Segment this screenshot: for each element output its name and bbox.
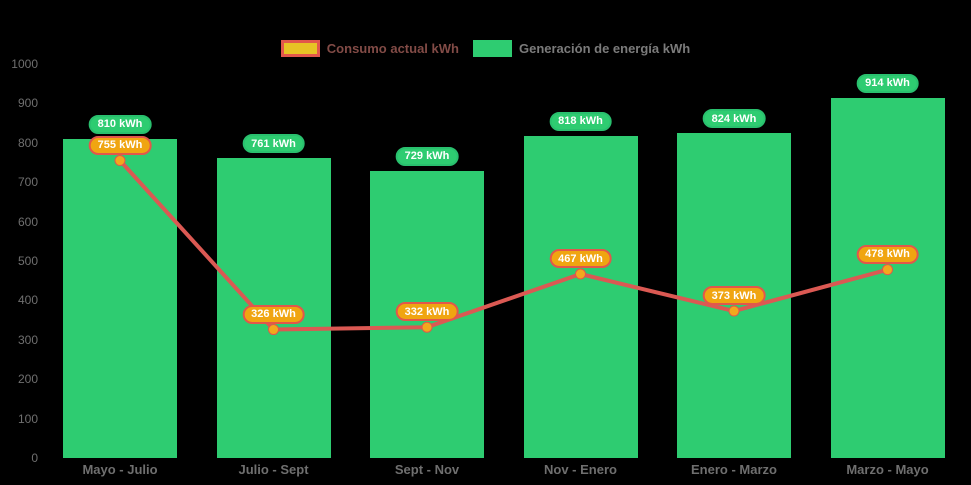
line-value-label: 373 kWh bbox=[702, 286, 766, 306]
line-point[interactable] bbox=[421, 321, 433, 333]
legend-item-consumption[interactable]: Consumo actual kWh bbox=[280, 40, 459, 57]
x-axis-label: Julio - Sept bbox=[238, 462, 309, 477]
line-value-label: 326 kWh bbox=[242, 304, 305, 324]
x-axis-label: Nov - Enero bbox=[544, 462, 617, 477]
line-point[interactable] bbox=[882, 264, 893, 276]
consumption-swatch-icon bbox=[280, 40, 320, 57]
x-axis-label: Mayo - Julio bbox=[82, 462, 158, 477]
bar-generation[interactable] bbox=[830, 97, 945, 458]
y-axis-tick: 900 bbox=[17, 96, 38, 111]
line-point[interactable] bbox=[728, 305, 740, 317]
bar-value-label: 914 kWh bbox=[856, 73, 919, 93]
y-axis-tick: 300 bbox=[17, 332, 38, 347]
line-point[interactable] bbox=[575, 268, 586, 280]
y-axis-tick: 1000 bbox=[11, 57, 38, 71]
y-axis-tick: 500 bbox=[17, 254, 38, 268]
legend-item-generation[interactable]: Generación de energía kWh bbox=[472, 40, 691, 57]
y-axis-tick: 200 bbox=[17, 372, 38, 387]
x-axis-label: Enero - Marzo bbox=[691, 462, 777, 477]
x-axis-label: Sept - Nov bbox=[394, 462, 460, 477]
line-value-label: 755 kWh bbox=[88, 135, 152, 155]
generation-swatch-icon bbox=[472, 40, 512, 57]
y-axis-tick: 400 bbox=[17, 293, 38, 308]
y-axis-tick: 0 bbox=[31, 451, 38, 465]
chart-legend: Consumo actual kWh Generación de energía… bbox=[0, 40, 971, 57]
line-value-label: 478 kWh bbox=[856, 244, 919, 264]
x-axis-label: Marzo - Mayo bbox=[846, 462, 929, 477]
bar-value-label: 761 kWh bbox=[242, 134, 305, 154]
y-axis-tick: 100 bbox=[17, 411, 38, 426]
y-axis-tick: 600 bbox=[17, 214, 38, 229]
bar-value-label: 810 kWh bbox=[88, 114, 152, 134]
line-point[interactable] bbox=[114, 155, 126, 167]
legend-label-consumption: Consumo actual kWh bbox=[326, 41, 459, 56]
legend-label-generation: Generación de energía kWh bbox=[518, 41, 691, 56]
bar-generation[interactable] bbox=[63, 138, 177, 458]
line-value-label: 332 kWh bbox=[395, 302, 459, 322]
line-point[interactable] bbox=[268, 324, 279, 336]
bar-generation[interactable] bbox=[523, 135, 638, 458]
bar-value-label: 824 kWh bbox=[702, 109, 766, 129]
bar-value-label: 729 kWh bbox=[395, 146, 459, 166]
y-axis-tick: 700 bbox=[17, 175, 38, 190]
y-axis-tick: 800 bbox=[17, 135, 38, 150]
bar-value-label: 818 kWh bbox=[549, 111, 612, 131]
line-value-label: 467 kWh bbox=[549, 249, 612, 268]
